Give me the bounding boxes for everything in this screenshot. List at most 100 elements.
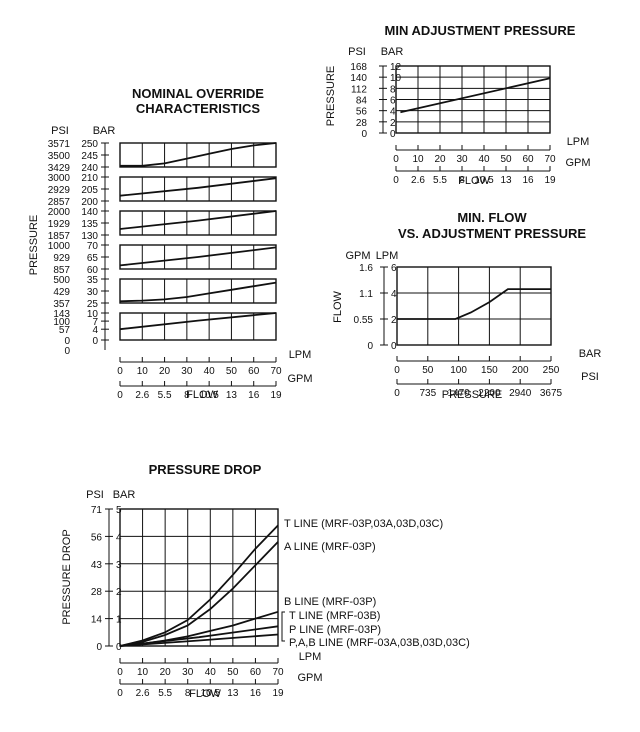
nominal-y-tick-psi: 100: [53, 317, 70, 328]
nominal-y-tick-bar: 10: [87, 309, 99, 320]
nominal-y-tick-bar: 35: [87, 275, 99, 286]
minflow-ylabel: FLOW: [332, 290, 344, 322]
pdrop-y-tick-psi: 14: [91, 615, 103, 626]
nominal-y-tick-psi: 0: [64, 346, 70, 357]
minadj-y-tick-bar: 12: [390, 62, 402, 73]
nominal-curve: [119, 246, 277, 267]
pdrop-x-tick-gpm: 2.6: [136, 688, 150, 699]
pdrop-psi-unit: PSI: [86, 489, 104, 501]
minadj-y-tick-psi: 84: [356, 96, 368, 107]
minadj-y-tick-psi: 28: [356, 118, 368, 129]
pdrop-y-tick-bar: 1: [116, 615, 122, 626]
nominal-panel-frame: [119, 210, 277, 236]
nominal-y-tick-bar: 25: [87, 299, 99, 310]
minflow-x-tick-gpm: 3675: [540, 388, 563, 399]
pdrop-y-tick-bar: 4: [116, 532, 122, 543]
nominal-y-tick-bar: 250: [81, 139, 98, 150]
minadj-x-tick-gpm: 10.5: [474, 175, 494, 186]
pdrop-x-tick-lpm: 10: [137, 667, 149, 678]
minflow-x-tick-gpm: 2200: [478, 388, 501, 399]
nominal-y-tick-psi: 2000: [48, 207, 71, 218]
nominal-curve: [119, 210, 277, 230]
nominal-x-tick-lpm: 70: [270, 366, 282, 377]
pdrop-y-tick-psi: 28: [91, 587, 103, 598]
pdrop-x-tick-gpm: 16: [250, 688, 262, 699]
pdrop-bar-unit: BAR: [113, 489, 136, 501]
nominal-title-line2: CHARACTERISTICS: [136, 101, 261, 116]
minflow-y-tick-gpm: 1.1: [359, 289, 373, 300]
minflow-x-tick-gpm: 1470: [447, 388, 470, 399]
minflow-x-tick-lpm: 250: [543, 365, 560, 376]
minadj-y-tick-psi: 140: [350, 73, 367, 84]
minadj-x-tick-gpm: 0: [393, 175, 399, 186]
nominal-gpm-unit: GPM: [287, 373, 312, 385]
nominal-y-tick-bar: 0: [92, 336, 98, 347]
minflow-x-tick-lpm: 200: [512, 365, 529, 376]
minflow-x-tick-lpm: 50: [422, 365, 434, 376]
nominal-y-tick-bar: 7: [92, 317, 98, 328]
nominal-y-tick-psi: 500: [53, 275, 70, 286]
nominal-x-tick-lpm: 50: [226, 366, 238, 377]
pdrop-y-tick-bar: 0: [116, 642, 122, 653]
minadj-x-tick-lpm: 60: [522, 154, 534, 165]
pdrop-series-label-t: T LINE (MRF-03P,03A,03D,03C): [284, 518, 443, 530]
nominal-x-tick-lpm: 10: [137, 366, 149, 377]
minadj-xlabel: FLOW: [458, 175, 490, 187]
nominal-y-tick-psi: 1929: [48, 219, 71, 230]
pdrop-label-bracket: [281, 611, 285, 642]
minflow-y-tick-lpm: 0: [391, 341, 397, 352]
minadj-bar-unit: BAR: [381, 46, 404, 58]
pdrop-ylabel: PRESSURE DROP: [61, 529, 73, 624]
minadj-x-tick-gpm: 2.6: [411, 175, 425, 186]
minflow-plot-frame: [396, 266, 552, 346]
minadj-y-tick-psi: 112: [351, 84, 367, 95]
nominal-x-tick-lpm: 30: [181, 366, 193, 377]
nominal-panel-frame: [119, 244, 277, 270]
pdrop-lpm-unit: LPM: [299, 651, 322, 663]
nominal-y-tick-psi: 3000: [48, 173, 71, 184]
minadj-x-tick-gpm: 5.5: [433, 175, 447, 186]
nominal-y-tick-bar: 140: [81, 207, 98, 218]
minflow-y-tick-gpm: 0: [367, 341, 373, 352]
minadj-x-tick-lpm: 40: [478, 154, 490, 165]
nominal-y-tick-psi: 429: [53, 287, 70, 298]
minflow-x-tick-lpm: 100: [450, 365, 467, 376]
pdrop-y-tick-bar: 2: [116, 587, 122, 598]
nominal-x-tick-lpm: 0: [117, 366, 123, 377]
pdrop-series-label-p: P LINE (MRF-03P): [289, 624, 381, 636]
minflow-x-tick-gpm: 2940: [509, 388, 532, 399]
minadj-y-tick-bar: 8: [390, 84, 396, 95]
pdrop-curve-3: [119, 625, 279, 647]
minadj-x-tick-lpm: 30: [456, 154, 468, 165]
minadj-gpm-unit: GPM: [565, 157, 590, 169]
pdrop-x-tick-gpm: 19: [272, 688, 284, 699]
minadj-curve: [400, 77, 551, 114]
nominal-y-tick-bar: 240: [81, 163, 98, 174]
nominal-x-tick-gpm: 5.5: [158, 390, 172, 401]
nominal-x-tick-gpm: 0: [117, 390, 123, 401]
nominal-y-tick-bar: 205: [81, 185, 98, 196]
minadj-x-tick-lpm: 70: [544, 154, 556, 165]
pdrop-series-label-t-b: T LINE (MRF-03B): [289, 610, 380, 622]
nominal-bar-unit: BAR: [93, 125, 116, 137]
minflow-x-tick-lpm: 150: [481, 365, 498, 376]
nominal-panel-frame: [119, 312, 277, 341]
nominal-panel-frame: [119, 176, 277, 202]
minadj-y-tick-bar: 4: [390, 107, 396, 118]
minadj-y-tick-bar: 6: [390, 96, 396, 107]
pdrop-x-tick-lpm: 20: [160, 667, 172, 678]
minadj-y-tick-bar: 2: [390, 118, 396, 129]
plot-layer: 2503571245350024034292103000205292920028…: [48, 62, 563, 699]
pdrop-curve-4: [119, 633, 279, 647]
pdrop-series-label-b: B LINE (MRF-03P): [284, 596, 376, 608]
nominal-y-tick-psi: 929: [53, 253, 70, 264]
nominal-x-tick-gpm: 19: [270, 390, 282, 401]
nominal-panel-frame: [119, 278, 277, 304]
nominal-xlabel: FLOW: [186, 389, 218, 401]
minflow-y-tick-lpm: 4: [391, 289, 397, 300]
minadj-x-tick-gpm: 8: [459, 175, 465, 186]
nominal-curve: [120, 142, 277, 167]
minflow-xlabel: PRESSURE: [442, 389, 503, 401]
pdrop-curve-0: [119, 524, 279, 647]
